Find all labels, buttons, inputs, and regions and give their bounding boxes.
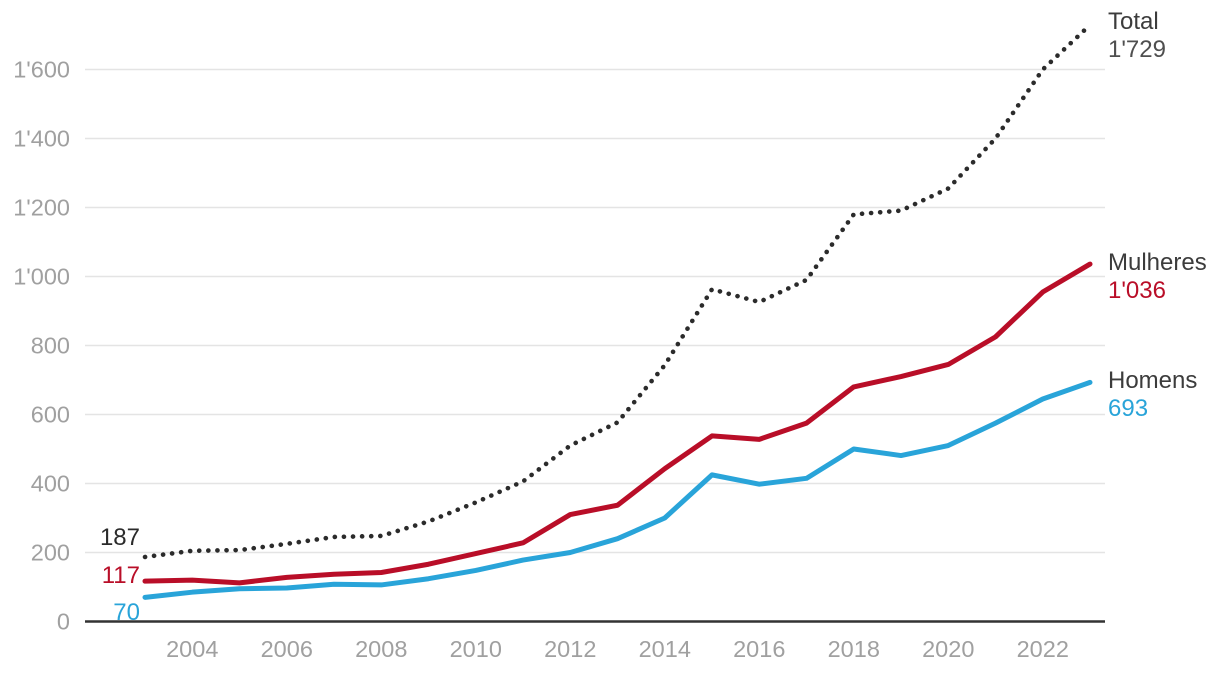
series-end-label-total: Total 1'729 xyxy=(1108,8,1166,64)
series-start-value-total: 187 xyxy=(99,524,140,551)
x-tick-label: 2014 xyxy=(639,636,691,662)
x-tick-label: 2004 xyxy=(166,636,218,662)
series-name-total: Total xyxy=(1108,8,1159,35)
series-end-label-homens: Homens 693 xyxy=(1108,367,1197,423)
x-tick-label: 2010 xyxy=(450,636,502,662)
y-tick-label: 0 xyxy=(57,609,70,635)
y-tick-label: 800 xyxy=(31,333,70,359)
x-tick-label: 2012 xyxy=(544,636,596,662)
x-tick-label: 2006 xyxy=(261,636,313,662)
x-tick-label: 2018 xyxy=(828,636,880,662)
y-tick-label: 1'200 xyxy=(13,195,70,221)
x-tick-label: 2008 xyxy=(355,636,407,662)
x-tick-label: 2016 xyxy=(733,636,785,662)
y-tick-label: 1'000 xyxy=(13,264,70,290)
y-tick-label: 600 xyxy=(31,402,70,428)
series-line-homens xyxy=(142,379,1093,600)
series-end-label-mulheres: Mulheres 1'036 xyxy=(1108,249,1207,305)
x-tick-label: 2020 xyxy=(922,636,974,662)
y-tick-label: 400 xyxy=(31,471,70,497)
y-tick-label: 200 xyxy=(31,540,70,566)
series-line-mulheres xyxy=(142,261,1093,586)
series-line-total xyxy=(142,22,1093,560)
series-end-value-total: 1'729 xyxy=(1108,36,1166,63)
series-end-value-mulheres: 1'036 xyxy=(1108,277,1166,304)
series-end-value-homens: 693 xyxy=(1108,395,1149,422)
series-start-value-homens: 70 xyxy=(113,599,140,626)
series-name-homens: Homens xyxy=(1108,367,1198,394)
series-name-mulheres: Mulheres xyxy=(1108,249,1207,276)
series-start-value-mulheres: 117 xyxy=(101,562,140,589)
x-tick-label: 2022 xyxy=(1017,636,1069,662)
y-tick-label: 1'600 xyxy=(13,57,70,83)
y-tick-label: 1'400 xyxy=(13,126,70,152)
